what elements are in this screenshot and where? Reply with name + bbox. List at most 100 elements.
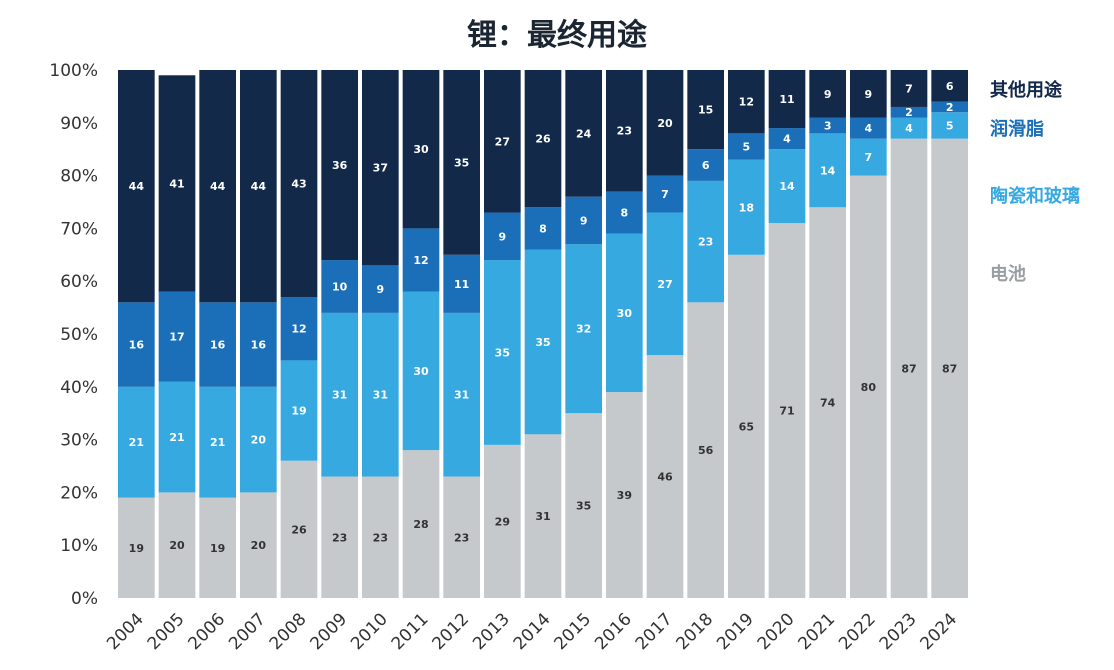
bar-segment (606, 233, 643, 393)
bar-value-label: 17 (169, 331, 184, 344)
bar-value-label: 6 (702, 159, 710, 172)
bar-segment (118, 497, 155, 598)
bar-segment (524, 207, 562, 250)
bar-segment (443, 70, 480, 255)
bar-segment (484, 70, 521, 213)
bar-segment (931, 112, 968, 139)
bar-segment (321, 476, 358, 598)
bar-value-label: 7 (661, 188, 669, 201)
bar-value-label: 11 (779, 93, 794, 106)
bar-value-label: 31 (454, 389, 469, 402)
y-tick-label: 90% (60, 114, 98, 134)
bar-value-label: 2 (905, 106, 913, 119)
bar-value-label: 10 (332, 280, 348, 293)
x-tick-label: 2017 (632, 609, 677, 654)
bar-value-label: 37 (373, 162, 388, 175)
bar-segment (321, 70, 358, 261)
bar-segment (687, 302, 724, 598)
bar-segment (280, 297, 318, 361)
bar-segment (850, 117, 887, 139)
bar-value-label: 35 (576, 500, 591, 513)
bar-segment (280, 460, 318, 598)
x-tick-label: 2022 (835, 609, 880, 654)
bar-segment (606, 70, 643, 192)
bar-segment (850, 175, 887, 598)
bar-value-label: 11 (454, 278, 469, 291)
bar-value-label: 5 (743, 141, 751, 154)
bar-value-label: 16 (251, 339, 267, 352)
bar-segment (728, 159, 765, 255)
bar-segment (362, 265, 399, 313)
bar-value-label: 26 (535, 133, 551, 146)
bar-segment (768, 149, 806, 224)
bar-segment (402, 450, 440, 598)
bar-segment (402, 291, 440, 451)
bar-segment (402, 70, 440, 229)
y-tick-label: 80% (60, 167, 98, 187)
x-tick-label: 2013 (469, 609, 514, 654)
bar-segment (768, 70, 806, 129)
y-tick-label: 50% (60, 325, 98, 345)
bar-value-label: 4 (905, 122, 913, 135)
bar-segment (158, 75, 196, 292)
bar-value-label: 14 (820, 164, 836, 177)
bar-value-label: 27 (495, 135, 510, 148)
x-tick-label: 2024 (916, 609, 961, 654)
bar-segment (524, 249, 562, 435)
bar-value-label: 4 (783, 133, 791, 146)
bar-segment (606, 392, 643, 598)
bar-segment (118, 70, 155, 303)
bar-value-label: 44 (129, 180, 145, 193)
bar-segment (362, 312, 399, 477)
bar-segment (646, 355, 684, 598)
bar-value-label: 65 (739, 420, 754, 433)
bar-segment (362, 476, 399, 598)
y-tick-label: 100% (49, 61, 98, 81)
bar-value-label: 30 (413, 365, 429, 378)
x-tick-label: 2021 (794, 609, 839, 654)
bar-value-label: 35 (495, 346, 510, 359)
bar-value-label: 8 (621, 207, 629, 220)
x-tick-label: 2012 (428, 609, 473, 654)
bar-segment (321, 260, 358, 313)
bar-value-label: 16 (129, 339, 145, 352)
bar-value-label: 27 (657, 278, 672, 291)
bar-segment (484, 444, 521, 598)
bar-value-label: 6 (946, 80, 954, 93)
bar-segment (809, 133, 846, 208)
bar-value-label: 26 (291, 523, 307, 536)
bar-value-label: 19 (291, 405, 306, 418)
bar-segment (890, 106, 928, 118)
bar-value-label: 12 (291, 323, 306, 336)
bar-segment (565, 413, 602, 598)
bar-segment (443, 254, 480, 313)
x-tick-label: 2006 (184, 609, 229, 654)
bar-value-label: 14 (779, 180, 795, 193)
bar-value-label: 30 (413, 143, 429, 156)
bar-segment (443, 312, 480, 477)
bar-segment (199, 302, 236, 387)
bar-value-label: 23 (454, 531, 469, 544)
bar-segment (118, 386, 155, 498)
bar-segment (199, 497, 236, 598)
bar-segment (768, 128, 806, 150)
bar-segment (931, 70, 968, 102)
bar-value-label: 56 (698, 444, 714, 457)
legend-label: 润滑脂 (990, 118, 1044, 140)
bar-segment (768, 223, 806, 598)
bar-value-label: 35 (535, 336, 550, 349)
bar-value-label: 46 (657, 471, 673, 484)
legend-label: 陶瓷和玻璃 (990, 185, 1080, 207)
bar-segment (524, 70, 562, 208)
bar-segment (280, 70, 318, 298)
bar-value-label: 9 (377, 283, 385, 296)
bar-segment (606, 191, 643, 234)
bar-value-label: 12 (739, 96, 754, 109)
bar-segment (402, 228, 440, 292)
bar-segment (321, 312, 358, 477)
x-tick-label: 2010 (347, 609, 392, 654)
bar-value-label: 7 (905, 82, 913, 95)
bar-value-label: 3 (824, 119, 832, 132)
